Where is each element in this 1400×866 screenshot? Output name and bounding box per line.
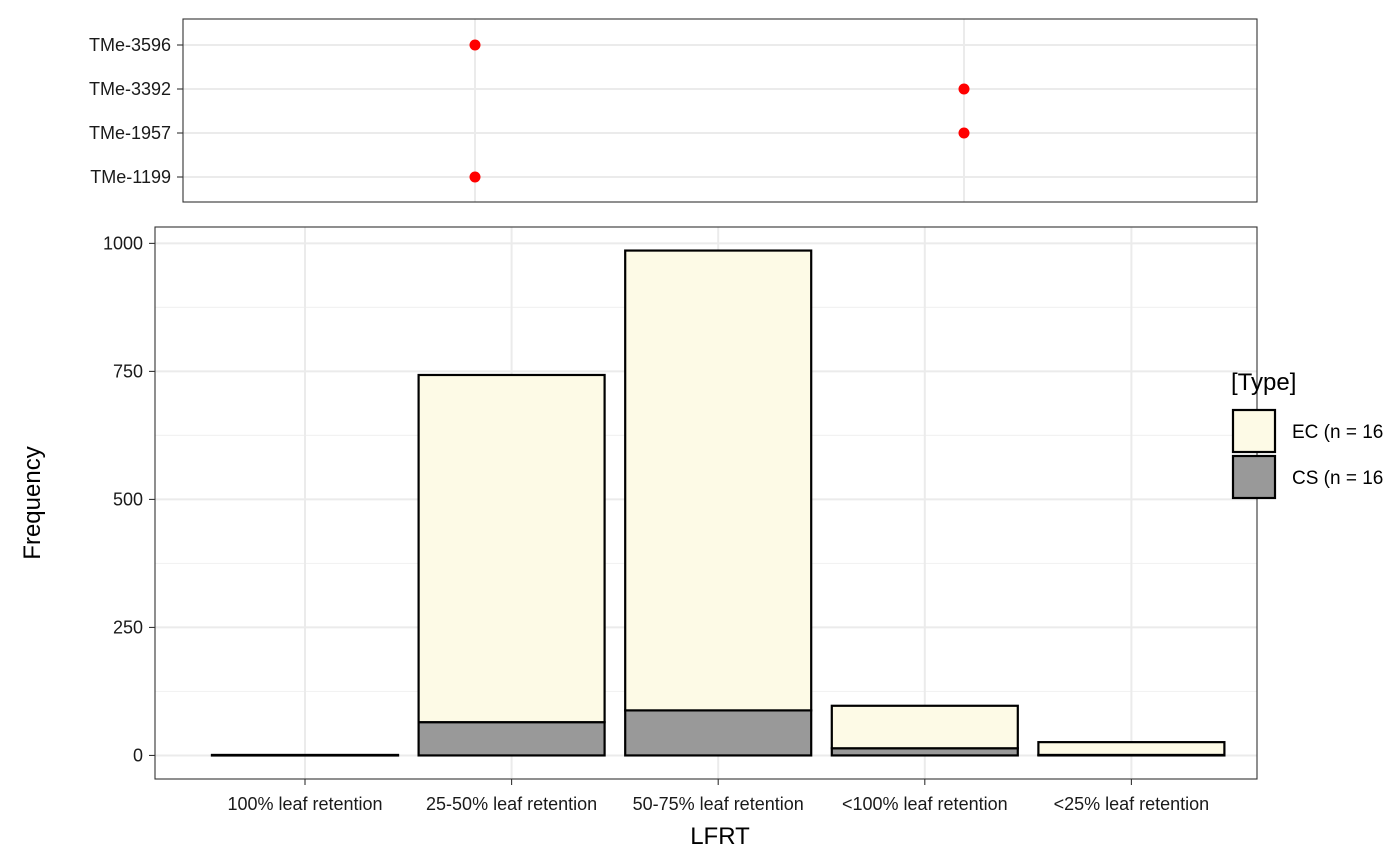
bar-x-tick-label: <25% leaf retention	[1054, 794, 1210, 814]
bar-ec	[417, 373, 606, 724]
dot-y-tick-label: TMe-1199	[90, 167, 171, 187]
dot-panel-points	[469, 39, 970, 183]
bar-ec	[830, 704, 1019, 750]
dot-point	[469, 39, 481, 51]
legend: [Type] EC (n = 16 CS (n = 16	[1231, 369, 1383, 500]
bar-panel-x-axis: 100% leaf retention 25-50% leaf retention…	[227, 779, 1209, 814]
dot-y-tick-label: TMe-3392	[89, 79, 171, 99]
bar-ec	[624, 249, 813, 712]
bar-y-tick-label: 250	[113, 617, 143, 637]
dot-panel-y-axis: TMe-3596 TMe-3392 TMe-1957 TMe-1199	[89, 35, 183, 187]
legend-key	[1231, 408, 1277, 454]
bar-y-tick-label: 500	[113, 489, 143, 509]
bar-y-tick-label: 750	[113, 361, 143, 381]
legend-label: CS (n = 16	[1292, 468, 1383, 489]
x-axis-title: LFRT	[690, 823, 750, 850]
bar-panel-bars	[210, 249, 1226, 757]
bar-ec	[1037, 741, 1226, 757]
dot-y-tick-label: TMe-1957	[89, 123, 171, 143]
dot-point	[958, 127, 970, 139]
dot-y-tick-label: TMe-3596	[89, 35, 171, 55]
bar-x-tick-label: <100% leaf retention	[842, 794, 1008, 814]
bar-y-tick-label: 0	[133, 745, 143, 765]
dot-point	[958, 83, 970, 95]
y-axis-title: Frequency	[19, 446, 46, 559]
bar-panel: 0 250 500 750 1000 100% leaf retention 25-50%…	[103, 226, 1258, 814]
dot-panel: TMe-3596 TMe-3392 TMe-1957 TMe-1199	[89, 18, 1258, 203]
legend-label: EC (n = 16	[1292, 422, 1383, 443]
dot-point	[469, 171, 481, 183]
legend-key	[1231, 454, 1277, 500]
bar-panel-y-axis: 0 250 500 750 1000	[103, 233, 155, 765]
legend-title: [Type]	[1231, 369, 1296, 396]
bar-cs	[417, 721, 606, 757]
bar-ec	[210, 753, 400, 757]
bar-cs	[624, 709, 813, 757]
dot-panel-grid	[183, 19, 1257, 202]
bar-x-tick-label: 100% leaf retention	[227, 794, 382, 814]
dot-panel-border	[182, 18, 1258, 203]
bar-y-tick-label: 1000	[103, 233, 143, 253]
dot-panel-background	[183, 19, 1257, 202]
bar-x-tick-label: 50-75% leaf retention	[633, 794, 804, 814]
bar-x-tick-label: 25-50% leaf retention	[426, 794, 597, 814]
bar-panel-border	[154, 226, 1258, 780]
